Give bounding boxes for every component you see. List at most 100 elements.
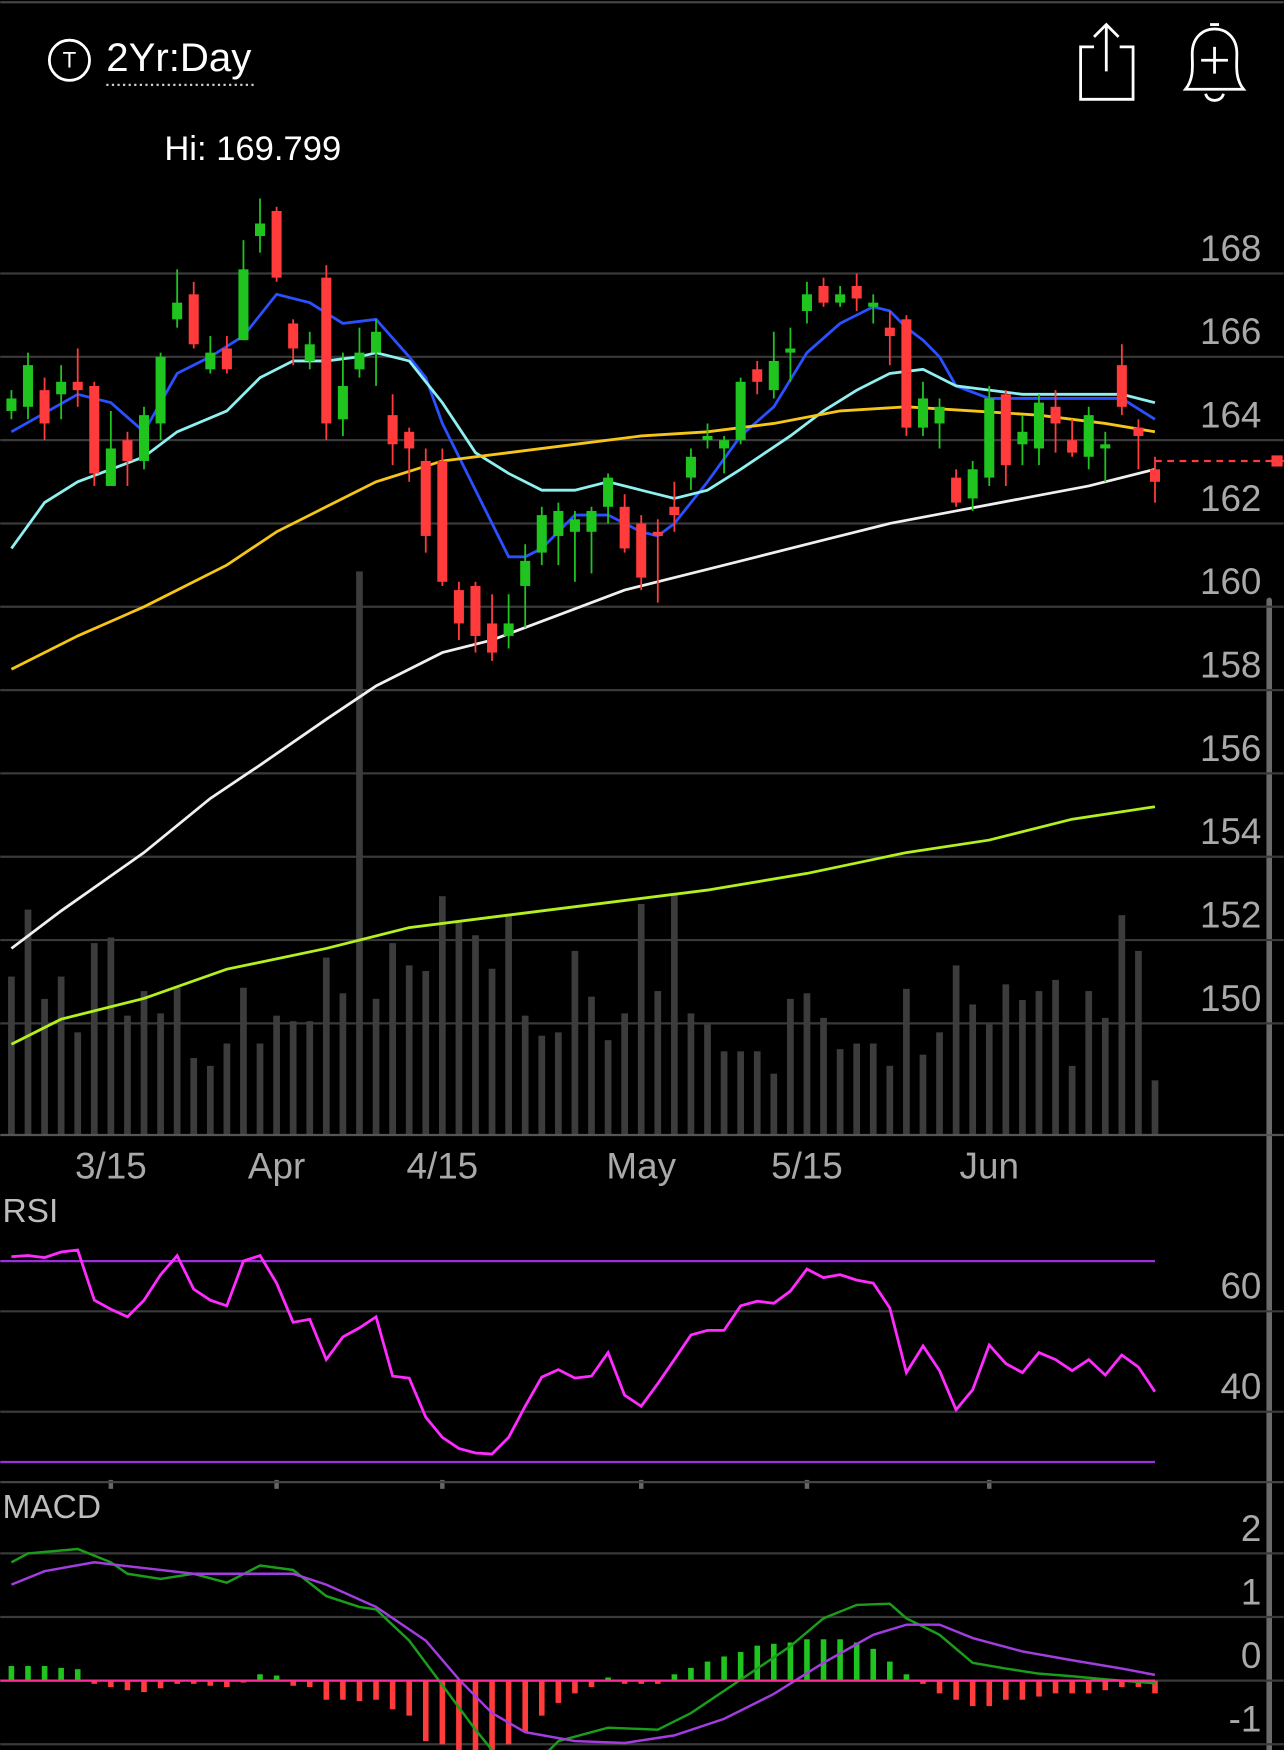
histogram-bar [870,1648,877,1681]
ticker-icon [47,38,91,82]
histogram-bar [771,1643,777,1681]
volume-bar [985,1024,993,1136]
histogram-bar [621,1680,628,1684]
panel: RSI 40 60 [0,1193,1284,1484]
candle-body [917,398,928,428]
histogram-bar [257,1674,263,1681]
candle-body [105,448,116,486]
volume-bar [1085,991,1093,1136]
candle-body [569,519,580,532]
share-arrow [1093,22,1120,72]
volume-bar [405,965,413,1136]
histogram-bar [356,1680,363,1702]
share-button[interactable] [1079,22,1135,101]
y-tick-label: 40 [1220,1366,1261,1407]
candle-body [785,348,796,353]
volume-bar [90,943,98,1136]
candle-body [72,381,83,391]
panel-title: RSI [2,1193,58,1230]
volume-bar [322,957,330,1136]
candle-body [1033,402,1045,449]
histogram-bar [1102,1680,1109,1691]
histogram-bar [737,1652,744,1681]
histogram-bar [422,1680,429,1742]
volume-bar [604,1040,612,1136]
volume-bar [1068,1065,1076,1136]
histogram-bar [472,1680,479,1750]
candle-body [868,302,879,307]
y-tick-label: 160 [1200,561,1261,602]
candle-body [1083,415,1094,457]
histogram-bar [108,1680,114,1688]
candle-body [420,460,431,536]
volume-bar [339,993,347,1136]
volume-bar [240,987,247,1136]
volume-bar [223,1043,231,1136]
timeframe-label[interactable]: 2Yr:Day [106,35,251,80]
y-tick-label: 158 [1200,645,1261,686]
volume-bar [1118,915,1126,1136]
volume-bar [1052,979,1059,1136]
candle-body [1017,431,1028,445]
candle-body [122,440,133,461]
candle-body [39,390,50,424]
histogram-bar [505,1680,512,1745]
x-tick-label: 5/15 [771,1145,843,1186]
volume-bar [737,1051,745,1136]
x-tick-label: 3/15 [75,1145,147,1186]
volume-bar [57,976,65,1136]
volume-bar [505,915,512,1136]
volume-bar [289,1021,297,1136]
candle-body [967,469,978,499]
moving-average-line [10,805,1156,1046]
histogram-bar [1135,1680,1142,1688]
volume-bar [24,909,32,1136]
candle-body [702,435,713,441]
histogram-bar [638,1680,645,1684]
volume-bar [836,1049,844,1136]
candle-body [719,440,730,449]
volume-bar [422,970,430,1136]
y-tick-label: 152 [1200,894,1261,935]
candle-body [487,623,498,653]
histogram-bar [655,1680,661,1684]
volume-bar [41,998,48,1136]
histogram-bar [456,1680,462,1750]
candle-body [652,531,663,536]
volume-bar [571,950,579,1136]
volume-bar [704,1024,711,1136]
candle-body [636,523,647,578]
volume-bar [124,1015,131,1136]
volume-bar [1002,984,1010,1136]
candle-body [288,323,299,349]
volume-bar [588,996,595,1136]
timeframe-button[interactable]: T 2Yr:Day [47,35,255,86]
candle-body [1116,365,1127,407]
histogram-bar [1003,1680,1009,1700]
volume-bar [8,976,15,1136]
volume-bar [372,998,380,1136]
volume-bar [538,1035,546,1136]
candle-body [56,381,67,395]
histogram-bar [1019,1680,1026,1700]
alert-button[interactable] [1182,23,1247,102]
histogram-bar [174,1680,180,1684]
histogram-bar [754,1645,761,1681]
volume-bar [903,988,910,1136]
candle-body [520,560,531,586]
volume-bar [1135,950,1142,1136]
histogram-bar [1052,1680,1059,1694]
x-tick-label: Jun [960,1145,1019,1186]
histogram-bar [41,1666,48,1681]
histogram-bar [157,1680,164,1689]
candle-body [22,365,34,407]
histogram-bar [538,1680,545,1716]
histogram-bar [936,1680,943,1694]
volume-bar [190,1058,198,1136]
y-tick-label: 156 [1200,728,1261,769]
rsi-line [11,1248,1157,1456]
histogram-bar [1036,1680,1042,1697]
histogram-bar [1085,1680,1092,1694]
